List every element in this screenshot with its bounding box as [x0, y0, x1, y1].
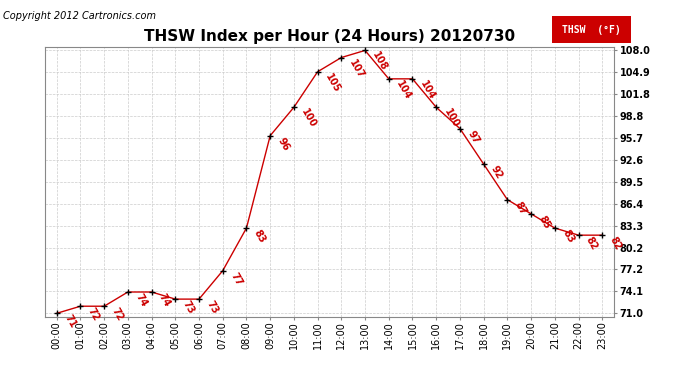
Text: 96: 96 [276, 136, 291, 152]
Text: 85: 85 [537, 214, 552, 231]
Text: 107: 107 [347, 57, 366, 80]
Text: 77: 77 [228, 271, 244, 287]
Text: 104: 104 [418, 79, 437, 101]
Text: 105: 105 [323, 72, 342, 94]
Text: Copyright 2012 Cartronics.com: Copyright 2012 Cartronics.com [3, 11, 157, 21]
Text: 74: 74 [133, 292, 149, 309]
Text: 100: 100 [299, 107, 318, 130]
Text: 82: 82 [584, 235, 600, 252]
Text: 83: 83 [252, 228, 268, 245]
Text: THSW  (°F): THSW (°F) [562, 25, 621, 34]
Text: 72: 72 [110, 306, 125, 323]
Text: 92: 92 [489, 164, 504, 181]
Text: 73: 73 [204, 299, 220, 316]
Text: 83: 83 [560, 228, 576, 245]
Text: 97: 97 [466, 129, 481, 145]
Title: THSW Index per Hour (24 Hours) 20120730: THSW Index per Hour (24 Hours) 20120730 [144, 29, 515, 44]
Text: 71: 71 [62, 314, 78, 330]
Text: 72: 72 [86, 306, 101, 323]
Text: 73: 73 [181, 299, 196, 316]
Text: 104: 104 [394, 79, 413, 101]
Text: 82: 82 [608, 235, 623, 252]
Text: 100: 100 [442, 107, 460, 130]
Text: 87: 87 [513, 200, 529, 216]
Text: 108: 108 [371, 50, 389, 73]
Text: 74: 74 [157, 292, 172, 309]
